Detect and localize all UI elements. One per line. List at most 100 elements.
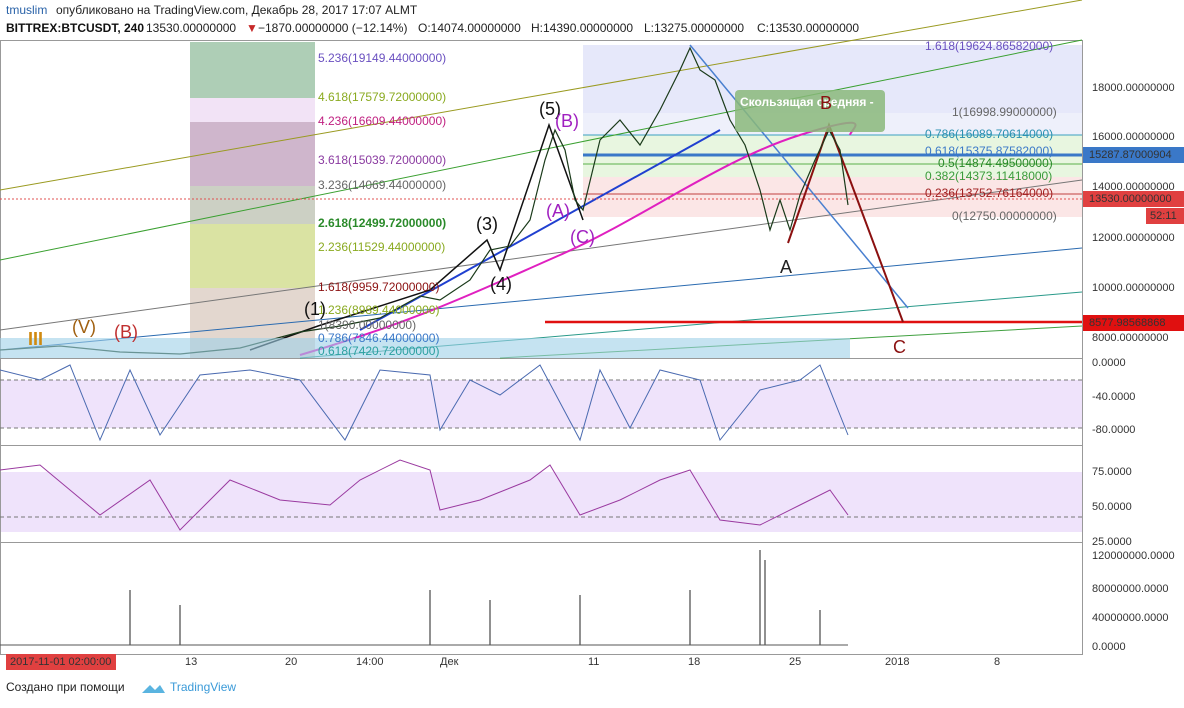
axis-label: 16000.00000000 (1092, 131, 1175, 143)
wave: C (893, 337, 906, 357)
wave: (3) (476, 214, 498, 234)
wave: (A) (546, 201, 570, 221)
tag-label: 15287.87000904 (1089, 149, 1172, 161)
logo (142, 685, 165, 693)
axis-label: -40.0000 (1092, 391, 1135, 403)
axis-label: 40000000.0000 (1092, 612, 1168, 624)
fib-label: 1(16998.99000000) (952, 105, 1057, 119)
tag (1083, 191, 1184, 207)
axis-label: 80000000.0000 (1092, 583, 1168, 595)
low: L:13275.00000000 (644, 21, 744, 35)
price-line (0, 46, 849, 355)
arrow: ▼ (246, 21, 258, 35)
wave: (B) (555, 111, 579, 131)
time-label: 18 (688, 656, 700, 668)
osc1-line (0, 364, 849, 442)
fib-label: 5.236(19149.44000000) (318, 51, 446, 65)
time-label: 2017-11-01 02:00:00 (10, 656, 111, 668)
panes (0, 40, 1083, 655)
fib-right-labels: 1.618(19624.86582000) 1(16998.99000000) … (925, 39, 1057, 223)
fib-label: 1.618(9959.72000000) (318, 280, 439, 294)
axis-label: 18000.00000000 (1092, 82, 1175, 94)
fib-label: 0.618(7420.72000000) (318, 344, 439, 358)
wave: III (28, 329, 43, 349)
fib-label: 0.786(16089.70614000) (925, 127, 1053, 141)
fib-label: 0.5(14874.49500000) (938, 156, 1053, 170)
open: O:14074.00000000 (418, 21, 521, 35)
axis-label: 25.0000 (1092, 536, 1132, 548)
fib-label: 4.236(16609.44000000) (318, 114, 446, 128)
price-axis: 18000.00000000 16000.00000000 14000.0000… (1083, 82, 1184, 344)
axis-label: 14000.00000000 (1092, 181, 1175, 193)
axis-label: 12000.00000000 (1092, 232, 1175, 244)
wave: (C) (570, 227, 595, 247)
wave: (V) (72, 317, 96, 337)
axis-label: 75.0000 (1092, 466, 1132, 478)
fib-right-box (583, 45, 1082, 217)
fib-label: 2.618(12499.72000000) (318, 216, 446, 230)
axis-label: 8000.00000000 (1092, 332, 1168, 344)
symbol: BITTREX:BTCUSDT, 240 (6, 21, 144, 35)
volume-bars (0, 550, 848, 646)
wave: (1) (304, 299, 326, 319)
fib-label: 0.618(15375.87582000) (925, 144, 1053, 158)
fib-label: 1(8390.00000000) (318, 318, 416, 332)
time-label: 13 (185, 656, 197, 668)
tag (1083, 315, 1184, 331)
tag-label: 8577.98568868 (1089, 317, 1165, 329)
wave: A (780, 257, 792, 277)
time-label: 8 (994, 656, 1000, 668)
wave: (B) (114, 322, 138, 342)
published: опубликовано на TradingView.com, Декабрь… (56, 3, 418, 17)
wave-labels: III (V) (B) (1) (3) (4) (5) (B) (A) (C) … (28, 93, 906, 357)
header: tmuslim опубликовано на TradingView.com,… (6, 3, 859, 35)
tag-label: 52:11 (1150, 210, 1177, 222)
high: H:14390.00000000 (531, 21, 633, 35)
osc2-line (0, 459, 849, 531)
annotation-box (735, 90, 885, 132)
footer-brand[interactable]: TradingView (170, 680, 236, 694)
axis-label: 50.0000 (1092, 501, 1132, 513)
footer-text: Создано при помощи (6, 680, 125, 694)
fib-label: 0.382(14373.11418000) (925, 169, 1052, 183)
axis-label: 0.0000 (1092, 357, 1126, 369)
annotation: Скользящая средняя - (740, 95, 874, 109)
axis-label: 10000.00000000 (1092, 282, 1175, 294)
osc1-band (1, 380, 1082, 428)
last: 13530.00000000 (146, 21, 236, 35)
author[interactable]: tmuslim (6, 3, 47, 17)
change: −1870.00000000 (−12.14%) (258, 21, 407, 35)
fib-left-labels: 5.236(19149.44000000) 4.618(17579.720000… (318, 51, 446, 358)
time-label: 25 (789, 656, 801, 668)
fib-label: 2.236(11529.44000000) (318, 240, 445, 254)
fib-label: 4.618(17579.72000000) (318, 90, 446, 104)
fib-left-box (190, 42, 315, 358)
osc2-band (1, 472, 1082, 532)
tag-label: 13530.00000000 (1089, 193, 1172, 205)
fib-label: 0.786(7846.44000000) (318, 331, 439, 345)
volume-pane (0, 542, 1083, 655)
axis-label: 0.0000 (1092, 641, 1126, 653)
tag (1146, 208, 1184, 224)
fib-label: 0.236(13752.76164000) (925, 186, 1053, 200)
wave: B (820, 93, 832, 113)
volume-profile (0, 338, 850, 358)
wave: (4) (490, 274, 512, 294)
axis-label: -80.0000 (1092, 424, 1135, 436)
trend-lines (0, 0, 1083, 359)
time-label: Дек (440, 656, 459, 668)
wave: (5) (539, 99, 561, 119)
fib-label: 0(12750.00000000) (952, 209, 1057, 223)
time-label: 2018 (885, 656, 909, 668)
time-label: 14:00 (356, 656, 384, 668)
axis-label: 120000000.0000 (1092, 550, 1175, 562)
time-label: 20 (285, 656, 297, 668)
fib-label: 1.236(8989.44000000) (318, 303, 439, 317)
close: C:13530.00000000 (757, 21, 859, 35)
fib-label: 3.236(14069.44000000) (318, 178, 446, 192)
time-axis: 2017-11-01 02:00:00 13 20 14:00 Дек 11 1… (6, 654, 1000, 670)
fib-label: 3.618(15039.72000000) (318, 153, 446, 167)
fib-label: 1.618(19624.86582000) (925, 39, 1053, 53)
tag (1083, 147, 1184, 163)
